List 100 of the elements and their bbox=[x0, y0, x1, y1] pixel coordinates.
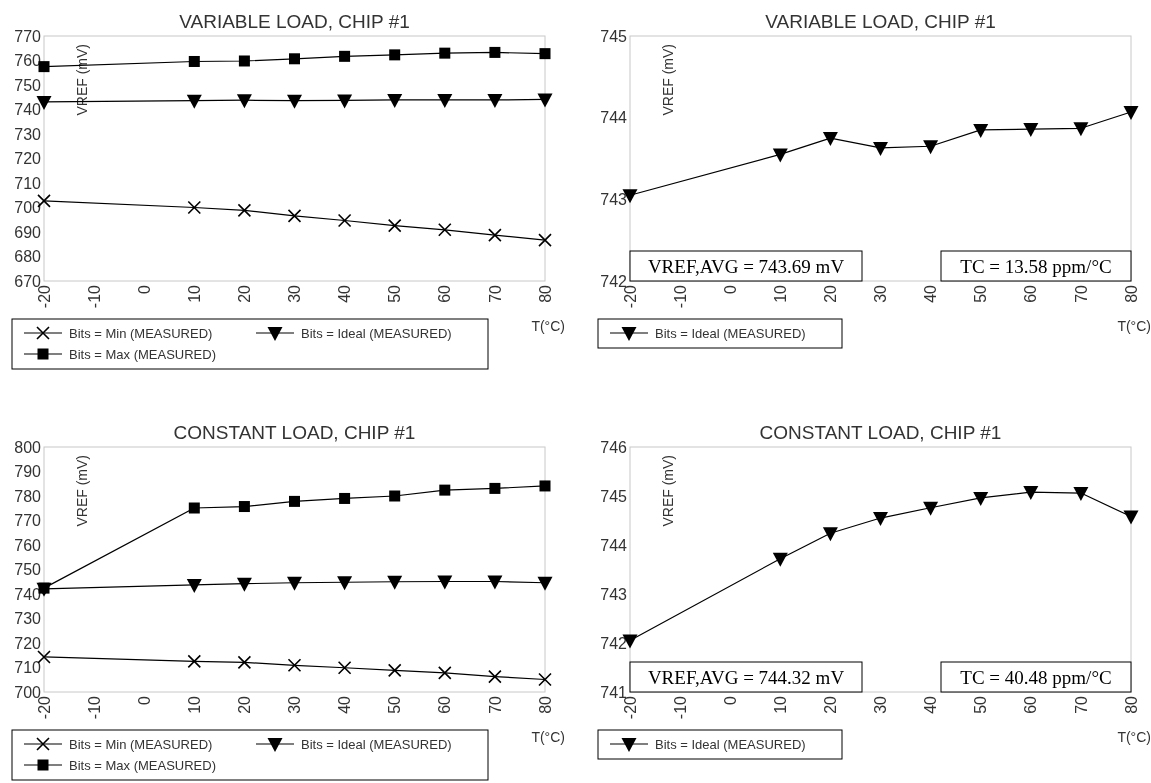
x-tick-label: 50 bbox=[386, 284, 404, 303]
x-tick-label: 40 bbox=[336, 695, 354, 714]
y-tick-label: 750 bbox=[14, 561, 42, 579]
point bbox=[387, 218, 402, 233]
x-tick-label: 0 bbox=[135, 695, 153, 705]
x-tick-label: 50 bbox=[972, 695, 990, 714]
y-tick-label: 745 bbox=[600, 27, 628, 45]
point bbox=[387, 575, 403, 590]
point bbox=[822, 527, 838, 542]
y-tick-label: 746 bbox=[600, 438, 628, 456]
x-tick-label: 70 bbox=[1072, 284, 1090, 303]
y-tick-label: 730 bbox=[14, 610, 42, 628]
x-tick-label: 60 bbox=[1022, 695, 1040, 714]
point bbox=[538, 233, 552, 247]
chart-title: CONSTANT LOAD, CHIP #1 bbox=[173, 422, 416, 443]
x-tick-label: 70 bbox=[1072, 695, 1090, 714]
y-tick-label: 700 bbox=[14, 199, 42, 217]
x-tick-label: 30 bbox=[872, 695, 890, 714]
chart-title: VARIABLE LOAD, CHIP #1 bbox=[765, 11, 996, 32]
y-tick-label: 760 bbox=[14, 52, 42, 70]
point bbox=[973, 491, 989, 506]
x-axis-title: T(°C) bbox=[1117, 318, 1151, 334]
y-axis-title: VREF (mV) bbox=[73, 455, 90, 527]
y-axis-title: VREF (mV) bbox=[73, 44, 90, 116]
legend-label: Bits = Min (MEASURED) bbox=[69, 736, 213, 752]
point bbox=[188, 502, 200, 514]
x-tick-label: 0 bbox=[721, 284, 739, 294]
x-tick-label: 20 bbox=[822, 695, 839, 714]
x-tick-label: -10 bbox=[85, 695, 103, 720]
point bbox=[287, 576, 302, 591]
y-tick-label: 743 bbox=[600, 190, 628, 208]
x-tick-label: -10 bbox=[671, 284, 689, 309]
point bbox=[873, 512, 888, 527]
point bbox=[238, 55, 250, 67]
y-axis-title: VREF (mV) bbox=[659, 44, 676, 116]
legend-label: Bits = Ideal (MEASURED) bbox=[655, 325, 806, 341]
point bbox=[287, 94, 302, 109]
y-axis-title: VREF (mV) bbox=[659, 455, 676, 527]
point bbox=[438, 223, 452, 237]
x-tick-label: 20 bbox=[822, 284, 839, 303]
x-tick-label: 60 bbox=[1022, 284, 1040, 303]
x-tick-label: 30 bbox=[286, 284, 304, 303]
point bbox=[389, 490, 401, 502]
point bbox=[822, 132, 838, 147]
x-tick-label: -10 bbox=[671, 695, 689, 720]
point bbox=[187, 200, 202, 215]
x-tick-label: 30 bbox=[286, 695, 304, 714]
y-tick-label: 690 bbox=[14, 223, 42, 241]
point bbox=[387, 93, 403, 108]
y-tick-label: 720 bbox=[14, 634, 42, 652]
x-axis-title: T(°C) bbox=[531, 729, 565, 745]
point bbox=[437, 93, 453, 108]
legend-label: Bits = Max (MEASURED) bbox=[69, 757, 216, 773]
point bbox=[1023, 123, 1039, 138]
y-tick-label: 780 bbox=[14, 487, 42, 505]
point bbox=[1073, 487, 1089, 502]
point bbox=[487, 93, 503, 108]
y-tick-label: 743 bbox=[600, 585, 628, 603]
x-tick-label: 80 bbox=[536, 695, 554, 714]
point bbox=[389, 49, 401, 61]
x-tick-label: 70 bbox=[486, 284, 504, 303]
y-tick-label: 760 bbox=[14, 536, 42, 554]
point bbox=[489, 46, 501, 58]
point bbox=[923, 501, 939, 516]
annotation: VREF,AVG = 744.32 mV bbox=[647, 666, 845, 688]
point bbox=[289, 53, 300, 65]
point bbox=[237, 203, 252, 218]
y-tick-label: 710 bbox=[14, 659, 42, 677]
legend-label: Bits = Ideal (MEASURED) bbox=[655, 736, 806, 752]
y-tick-label: 790 bbox=[14, 463, 42, 481]
x-tick-label: 0 bbox=[721, 695, 739, 705]
point bbox=[539, 480, 551, 492]
point bbox=[337, 576, 353, 591]
x-axis-title: T(°C) bbox=[1117, 729, 1151, 745]
point bbox=[973, 123, 989, 138]
point bbox=[337, 94, 353, 109]
point bbox=[236, 94, 252, 109]
y-tick-label: 770 bbox=[14, 512, 42, 530]
legend-label: Bits = Min (MEASURED) bbox=[69, 325, 213, 341]
point bbox=[287, 658, 302, 673]
annotation: TC = 13.58 ppm/°C bbox=[960, 255, 1112, 277]
point bbox=[236, 577, 252, 592]
x-axis-title: T(°C) bbox=[531, 318, 565, 334]
point bbox=[187, 654, 202, 669]
x-tick-label: 20 bbox=[236, 284, 253, 303]
point bbox=[923, 140, 939, 155]
x-tick-label: 10 bbox=[771, 695, 789, 714]
y-tick-label: 745 bbox=[600, 487, 628, 505]
point bbox=[873, 141, 888, 156]
point bbox=[387, 663, 402, 678]
y-tick-label: 800 bbox=[14, 438, 42, 456]
x-tick-label: 80 bbox=[536, 284, 554, 303]
x-tick-label: 20 bbox=[236, 695, 253, 714]
point bbox=[1123, 105, 1139, 120]
point bbox=[772, 148, 788, 163]
point bbox=[237, 655, 252, 670]
x-tick-label: 70 bbox=[486, 695, 504, 714]
y-tick-label: 730 bbox=[14, 125, 42, 143]
y-tick-label: 742 bbox=[600, 634, 628, 652]
point bbox=[487, 575, 503, 590]
